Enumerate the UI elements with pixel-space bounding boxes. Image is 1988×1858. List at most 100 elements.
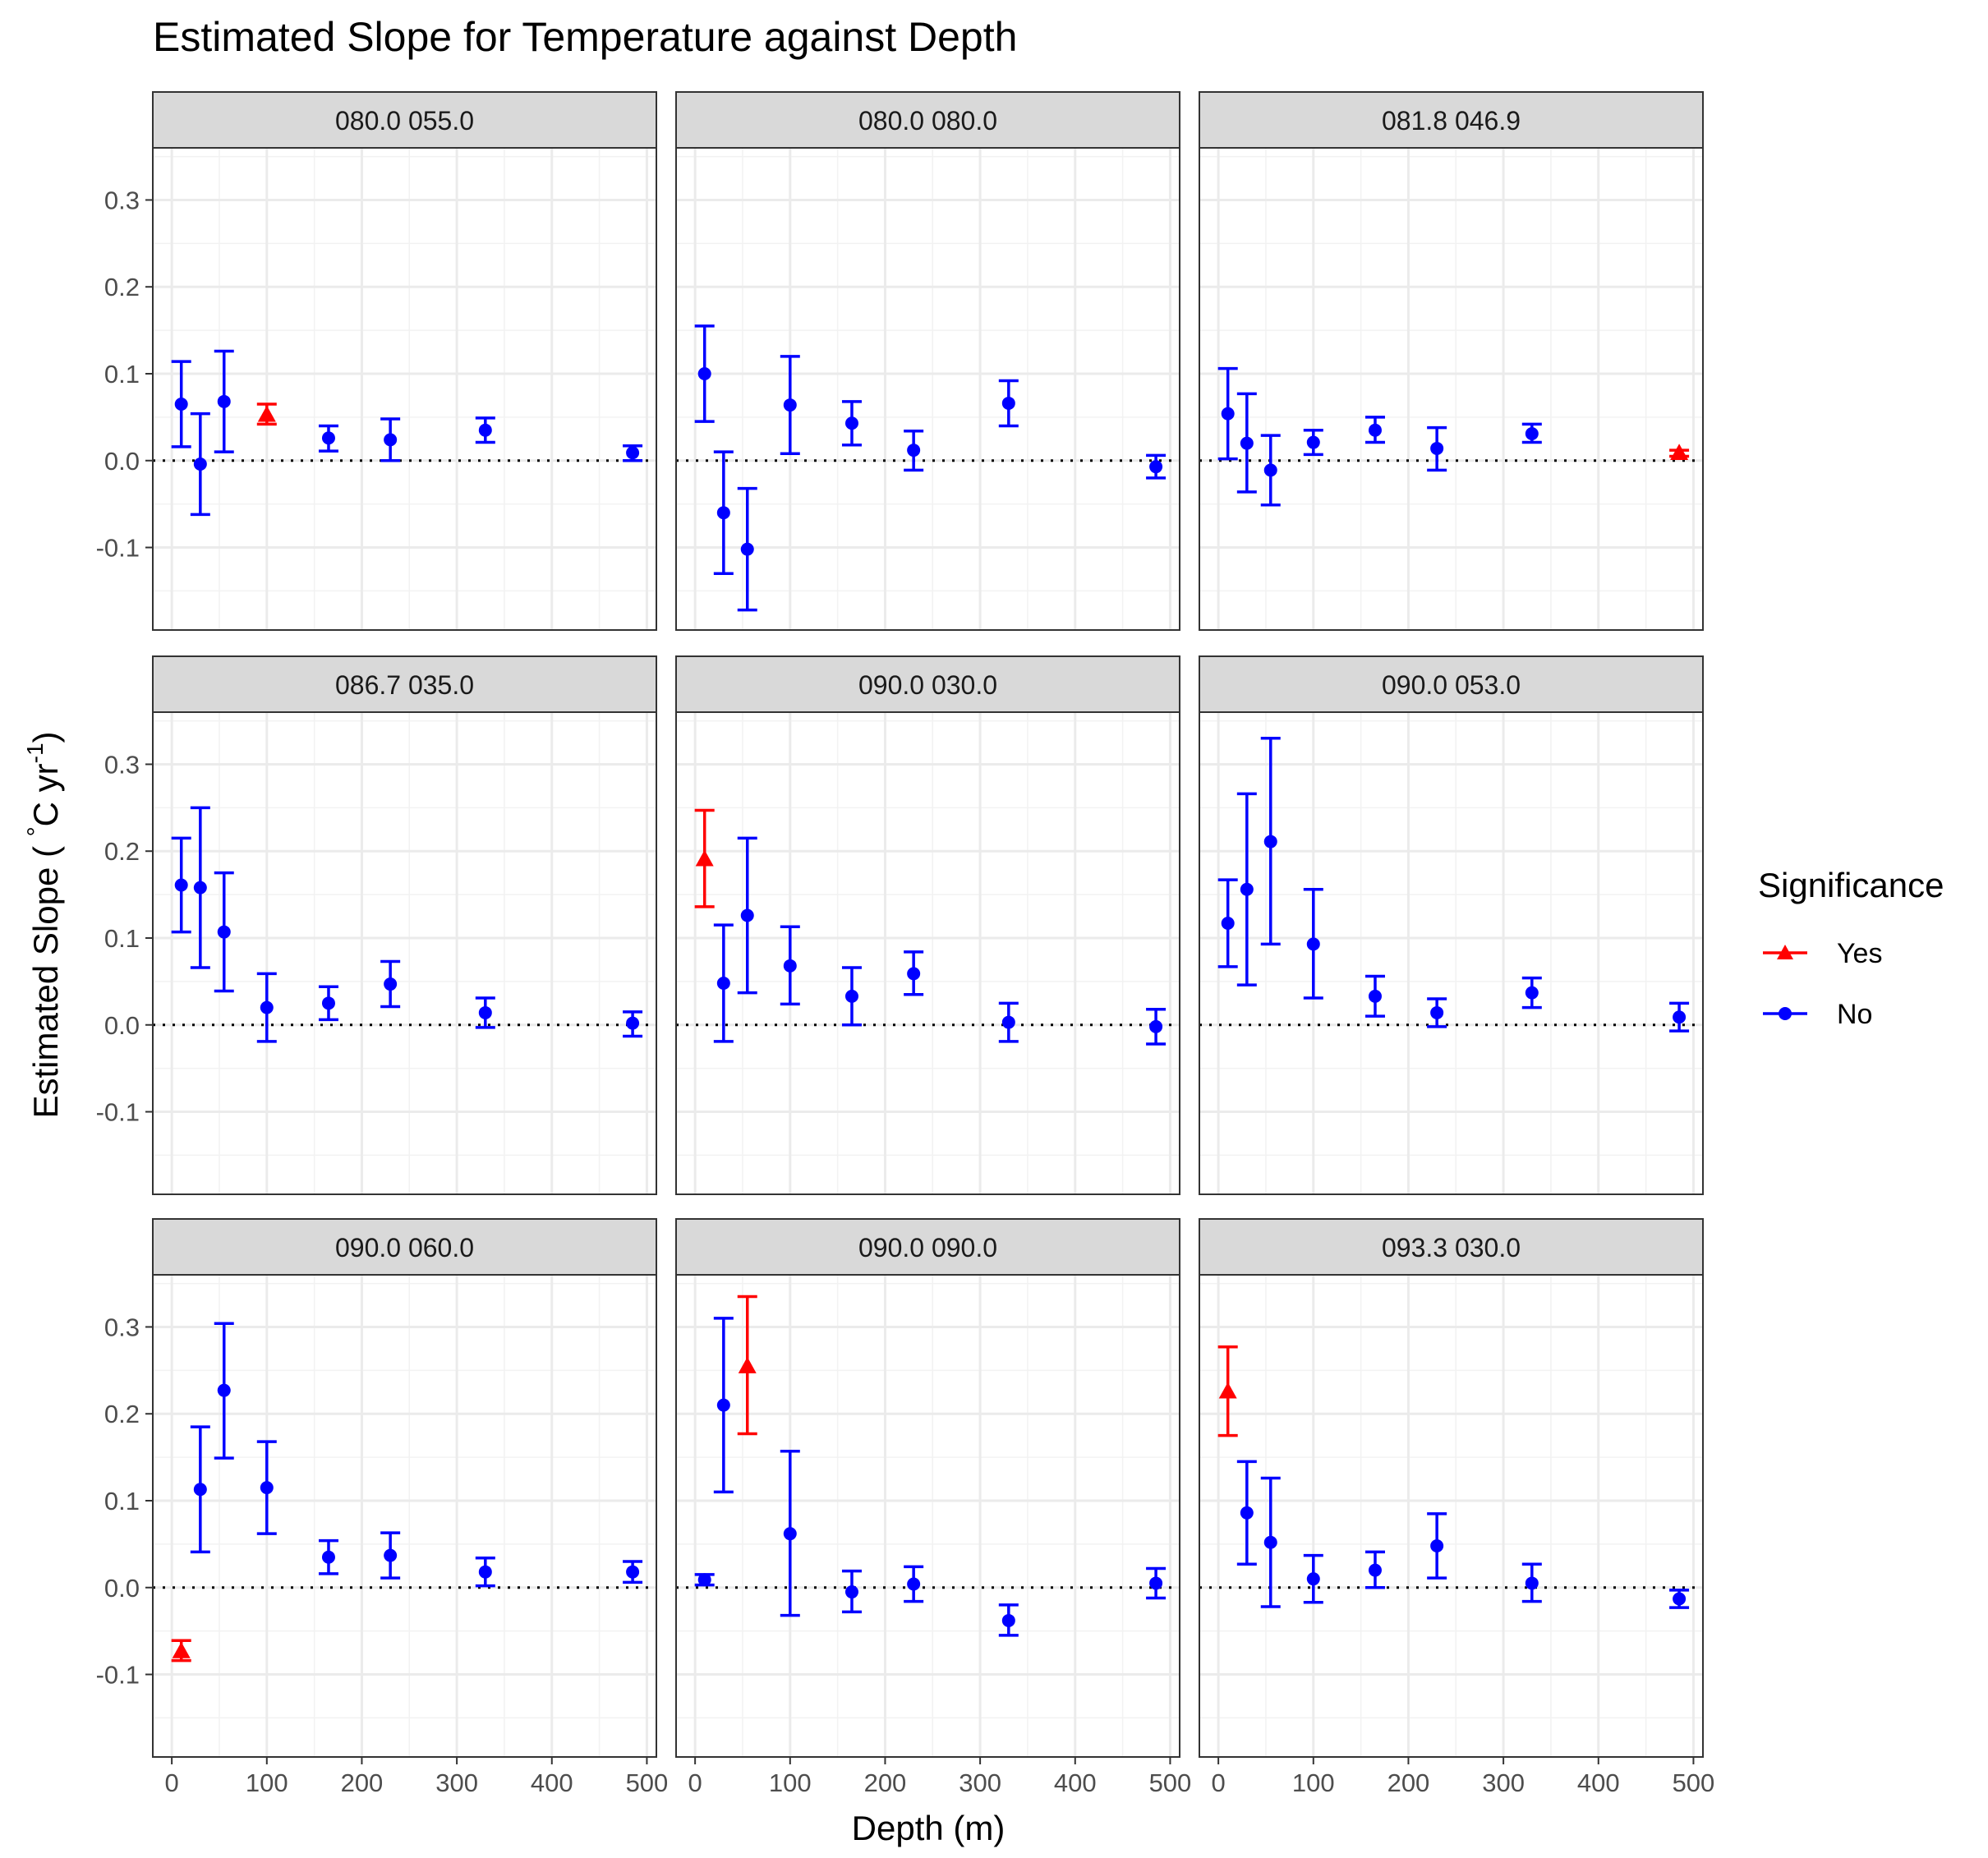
marker-circle <box>1240 1506 1254 1520</box>
x-tick-label: 400 <box>531 1768 573 1797</box>
facet-strip-label: 090.0 090.0 <box>858 1233 997 1262</box>
marker-circle <box>384 1548 398 1562</box>
x-axis-tick-labels: 0 100 200 300 400 500 0 100 200 300 400 500 0 100 200 3… <box>165 1757 1714 1797</box>
facet-strip-label: 090.0 030.0 <box>858 670 997 700</box>
data-point <box>998 379 1019 428</box>
y-axis-tick-labels: -0.1 0.0 0.1 0.2 0.3 -0.1 0.0 0.1 0.2 0.3 -0.1 0.0 0… <box>96 186 153 1690</box>
data-point <box>256 972 277 1043</box>
data-point <box>1669 1589 1690 1609</box>
y-axis-label-main: Estimated Slope ( <box>26 836 65 1118</box>
marker-circle <box>478 1005 492 1019</box>
data-point <box>318 1538 338 1575</box>
x-tick-label: 300 <box>1482 1768 1525 1797</box>
marker-circle <box>1001 396 1015 410</box>
facet-panel: 080.0 080.0 <box>675 91 1180 631</box>
data-point <box>694 1573 715 1587</box>
marker-circle <box>193 1483 207 1497</box>
y-tick-label: 0.1 <box>104 360 140 389</box>
x-axis-label: Depth (m) <box>852 1809 1006 1847</box>
marker-triangle <box>695 849 714 867</box>
marker-circle <box>260 1481 274 1495</box>
facet-strip <box>675 91 1180 149</box>
data-point <box>737 486 757 612</box>
y-tick-label: 0.3 <box>104 186 140 214</box>
marker-circle <box>1221 917 1235 931</box>
y-tick-label: -0.1 <box>96 534 140 563</box>
facet-panel: 086.7 035.0 <box>152 655 657 1195</box>
legend-entry: Yes <box>1763 938 1882 969</box>
marker-circle <box>321 1550 335 1564</box>
marker-triangle <box>738 1357 757 1373</box>
legend-title: Significance <box>1758 866 1944 904</box>
panel-grid <box>153 712 656 1194</box>
data-point <box>1303 888 1323 1000</box>
marker-circle <box>907 967 921 981</box>
marker-circle <box>321 431 335 445</box>
marker-circle <box>1001 1613 1015 1627</box>
data-point <box>1217 878 1238 968</box>
data-point <box>998 1603 1019 1637</box>
marker-circle <box>260 1000 274 1014</box>
data-point <box>256 1440 277 1535</box>
data-point <box>1260 434 1281 507</box>
panel-grid <box>676 712 1180 1194</box>
marker-circle <box>1263 835 1277 849</box>
facet-panel: 090.0 060.0 <box>152 1218 657 1758</box>
y-tick-label: 0.1 <box>104 1487 140 1515</box>
marker-circle <box>1430 441 1444 455</box>
data-point <box>214 871 234 993</box>
facet-strip-label: 093.3 030.0 <box>1382 1233 1521 1262</box>
marker-circle <box>1306 1572 1320 1586</box>
marker-circle <box>1263 463 1277 477</box>
legend-entries: Yes No <box>1763 938 1882 1030</box>
marker-circle <box>321 996 335 1010</box>
data-point <box>780 925 800 1006</box>
facet-panel: 093.3 030.0 <box>1199 1218 1704 1758</box>
facet-panel: 090.0 090.0 <box>675 1218 1180 1758</box>
data-point <box>1521 422 1542 444</box>
data-point <box>1303 1553 1323 1604</box>
data-point <box>475 1557 495 1588</box>
data-point <box>380 417 401 462</box>
data-point <box>318 985 338 1022</box>
facet-strip <box>152 91 657 149</box>
data-point <box>190 1425 210 1554</box>
marker-circle <box>1430 1005 1444 1019</box>
marker-circle <box>174 398 188 412</box>
panel-grid <box>1199 712 1703 1194</box>
marker-circle <box>217 394 231 408</box>
marker-circle <box>626 446 640 460</box>
marker-circle <box>193 881 207 895</box>
marker-circle <box>1368 989 1382 1003</box>
data-point <box>713 923 734 1043</box>
data-point <box>1364 416 1385 444</box>
marker-circle <box>907 1577 921 1591</box>
marker-circle <box>1149 1019 1163 1033</box>
marker-circle <box>478 1565 492 1579</box>
panel-background <box>1199 1275 1703 1757</box>
data-point <box>904 950 924 996</box>
marker-circle <box>1525 426 1539 440</box>
x-tick-label: 400 <box>1577 1768 1620 1797</box>
x-tick-label: 0 <box>1212 1768 1226 1797</box>
marker-circle <box>174 878 188 892</box>
x-tick-label: 500 <box>626 1768 669 1797</box>
marker-circle <box>626 1016 640 1030</box>
panel-grid <box>1199 148 1703 630</box>
marker-triangle <box>1670 444 1689 461</box>
marker-circle <box>783 959 797 973</box>
marker-circle <box>1001 1015 1015 1029</box>
marker-triangle <box>172 1641 191 1658</box>
facet-strip-label: 086.7 035.0 <box>335 670 474 700</box>
y-axis-label-unit: C yr <box>26 763 65 826</box>
data-point <box>623 1560 643 1584</box>
legend-entry-label: Yes <box>1837 938 1882 969</box>
y-tick-label: -0.1 <box>96 1661 140 1690</box>
data-point <box>694 808 715 908</box>
data-point <box>1236 392 1257 494</box>
marker-circle <box>697 366 711 380</box>
data-point <box>694 324 715 423</box>
x-tick-label: 100 <box>246 1768 288 1797</box>
panel-grid <box>1199 1275 1703 1757</box>
x-tick-label: 400 <box>1054 1768 1097 1797</box>
